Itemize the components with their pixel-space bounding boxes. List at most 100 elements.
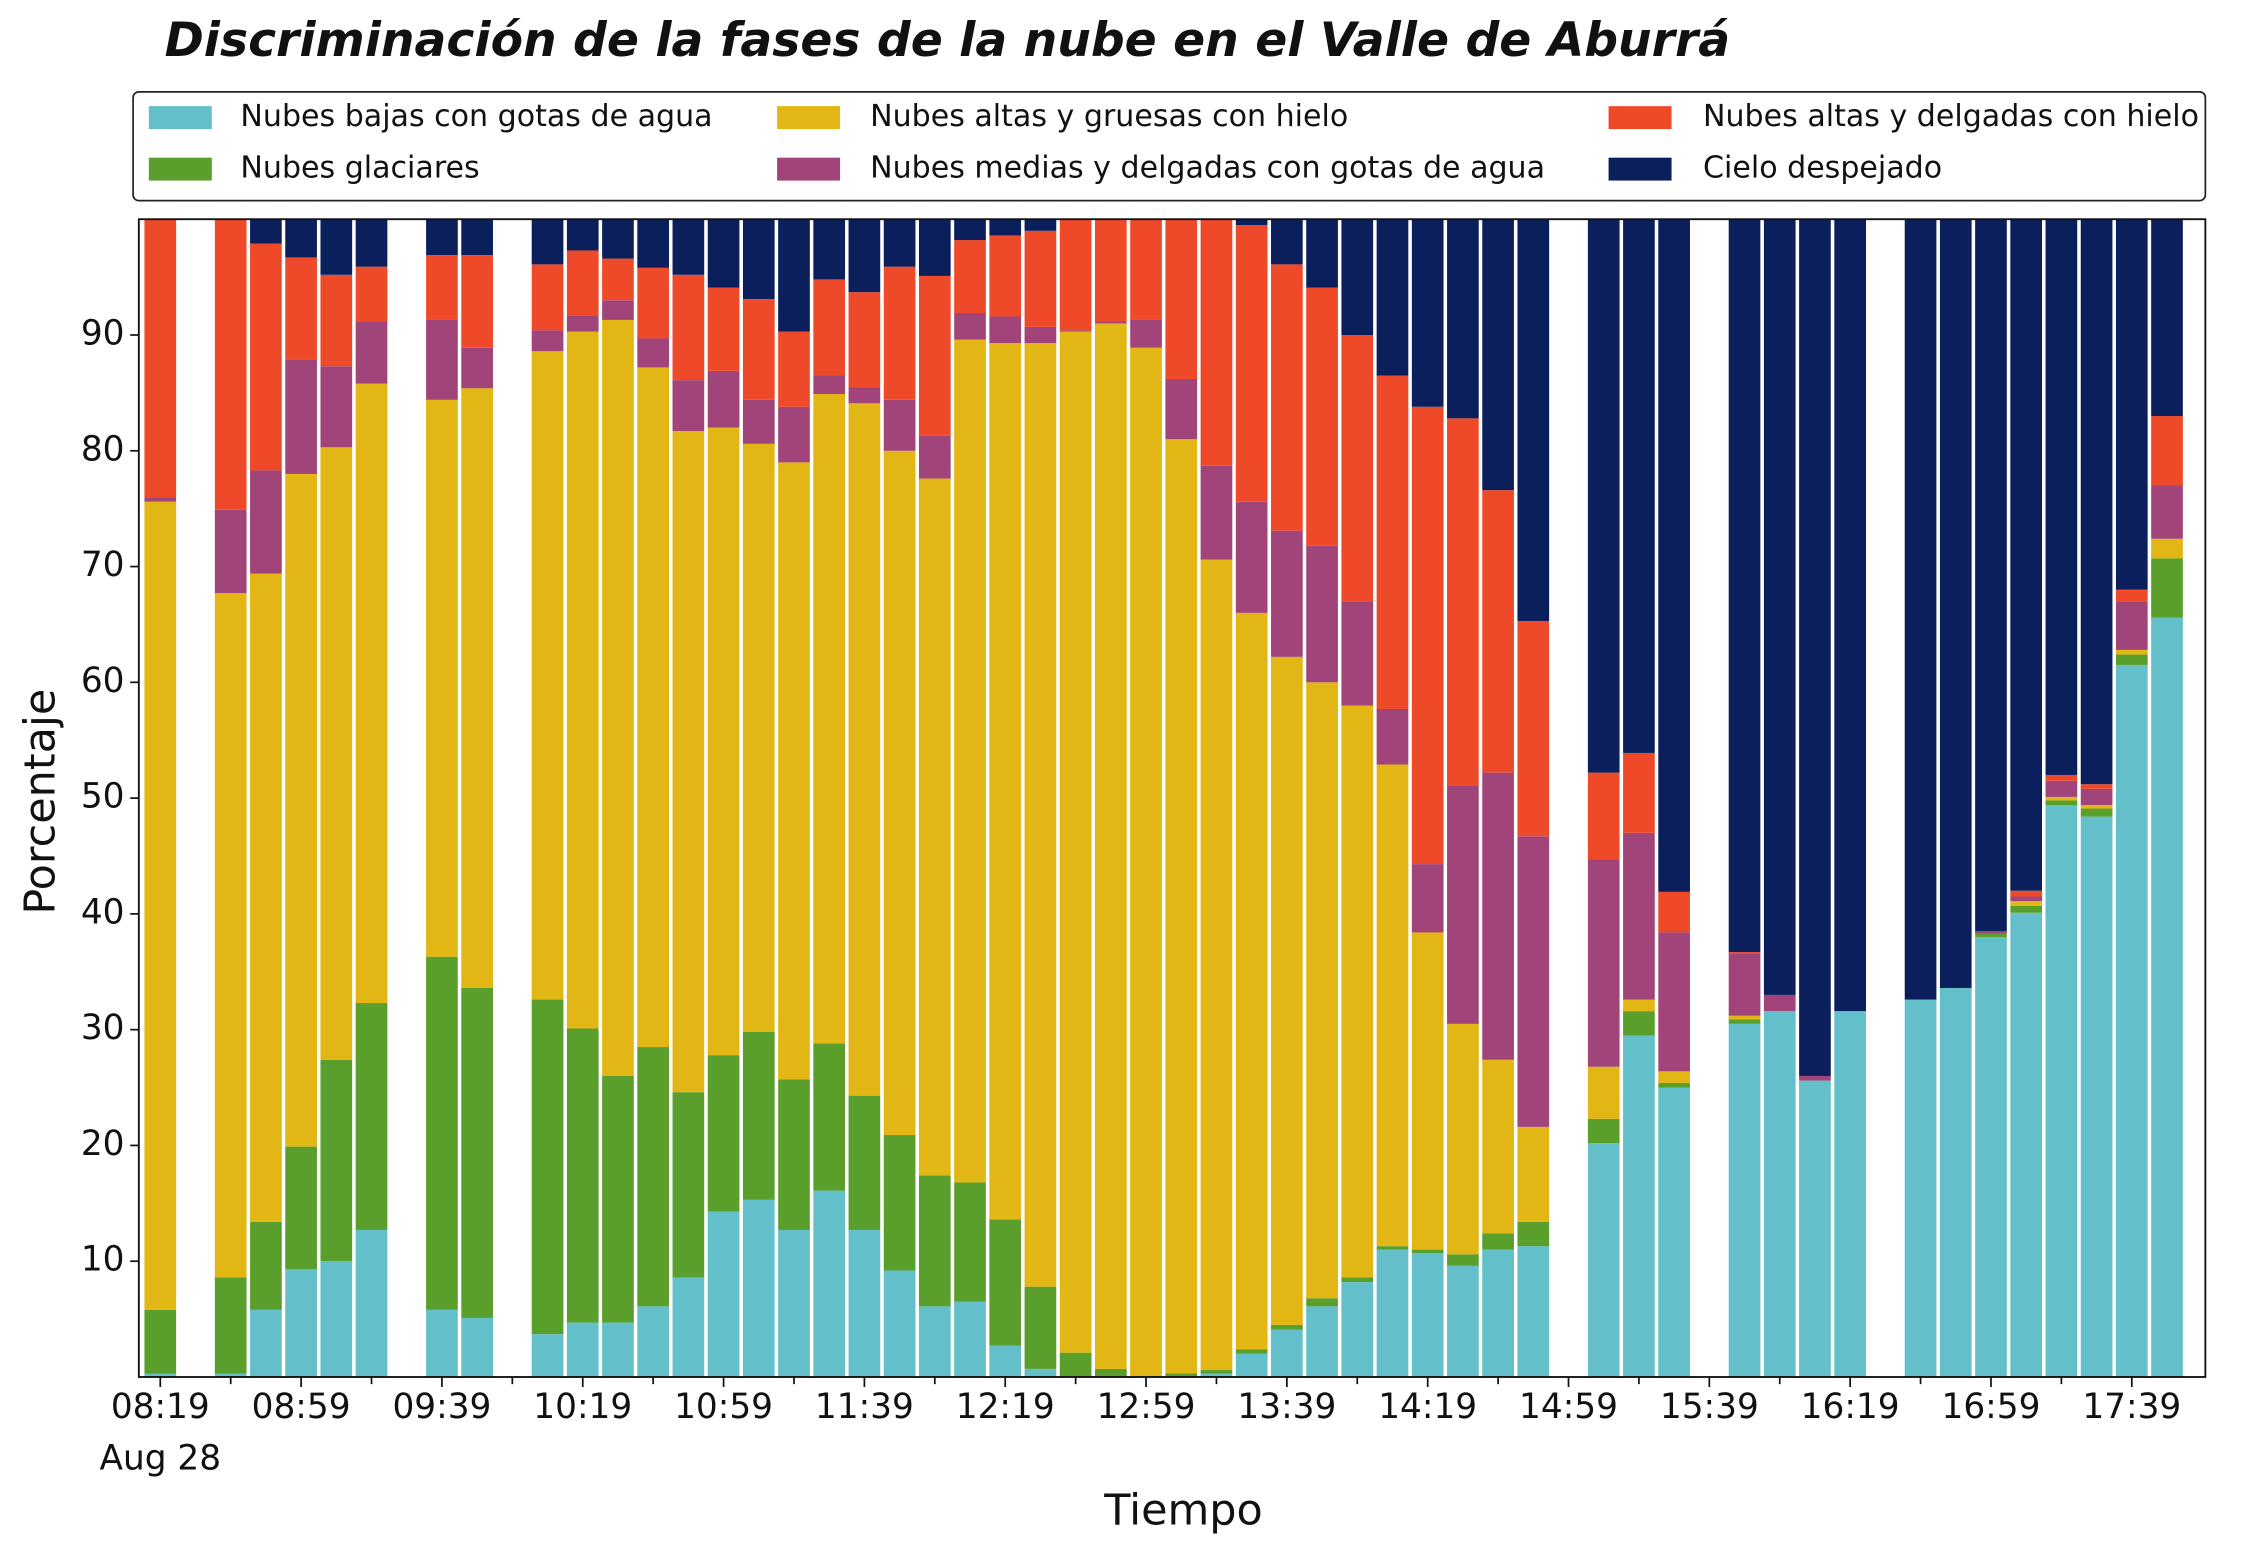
bar-segment — [1411, 1253, 1444, 1377]
x-tick-label: 08:59 — [252, 1387, 351, 1427]
bar-segment — [2080, 808, 2113, 817]
x-tick-label: 16:19 — [1801, 1387, 1900, 1427]
bar-segment — [285, 219, 317, 258]
bar-segment — [1447, 1265, 1479, 1377]
bar-segment — [672, 380, 705, 432]
bar-segment — [2151, 558, 2183, 618]
x-tick-label: 11:39 — [815, 1387, 914, 1427]
bar-segment — [566, 315, 599, 332]
bar-segment — [1130, 347, 1162, 1377]
bar-segment — [2115, 219, 2148, 590]
bar-segment — [250, 1221, 282, 1310]
bar-segment — [1235, 612, 1268, 1350]
bar-segment — [1024, 230, 1057, 327]
bar-segment — [1271, 530, 1303, 657]
bar-segment — [531, 264, 564, 331]
bar-segment — [1306, 219, 1338, 288]
bar-segment — [426, 219, 458, 256]
bar-segment — [2115, 664, 2148, 1377]
bar-segment — [742, 1199, 775, 1377]
bar-segment — [1799, 1075, 1831, 1081]
bar-segment — [742, 443, 775, 1032]
bar-segment — [1306, 682, 1338, 1299]
bar-segment — [531, 351, 564, 1000]
bar-segment — [1517, 219, 1550, 621]
bar-segment — [1728, 952, 1761, 954]
bar-segment — [883, 1135, 916, 1271]
bar-segment — [566, 1322, 599, 1377]
bar-segment — [1200, 465, 1233, 560]
x-tick-label: 16:59 — [1942, 1387, 2041, 1427]
bar-segment — [1658, 891, 1690, 933]
bar-segment — [461, 388, 493, 988]
bar-segment — [918, 478, 951, 1176]
bar-segment — [1059, 331, 1092, 1353]
bar-segment — [1447, 418, 1479, 786]
bar-segment — [214, 1373, 247, 1377]
y-tick-label: 90 — [81, 313, 125, 353]
bar-segment — [2080, 784, 2113, 789]
bar-segment — [954, 1301, 986, 1377]
bar-segment — [918, 275, 951, 436]
bar-segment — [426, 319, 458, 400]
bar-segment — [2010, 901, 2043, 906]
bar-segment — [813, 1190, 846, 1377]
bar-segment — [1271, 264, 1303, 531]
bar-segment — [144, 1309, 177, 1374]
bar-segment — [1235, 501, 1268, 613]
bar-segment — [1235, 1349, 1268, 1354]
bar-segment — [1763, 994, 1796, 1012]
bar-segment — [989, 316, 1022, 344]
bar-segment — [1517, 620, 1550, 837]
bar-segment — [1200, 1370, 1233, 1374]
bar-segment — [1447, 219, 1479, 419]
bar-segment — [954, 240, 986, 313]
bar-segment — [672, 219, 705, 275]
bar-segment — [1623, 1011, 1655, 1036]
bar-segment — [1939, 987, 1972, 1377]
plot-frame — [137, 218, 2207, 1378]
bar-segment — [1411, 932, 1444, 1250]
bar-segment — [954, 312, 986, 340]
bar-segment — [918, 219, 951, 276]
bar-segment — [1024, 1368, 1057, 1377]
bar-segment — [1200, 1373, 1233, 1377]
bar-segment — [954, 1182, 986, 1302]
bar-segment — [1306, 287, 1338, 546]
bar-segment — [1271, 219, 1303, 265]
bar-segment — [1587, 1118, 1620, 1144]
bar-segment — [320, 1261, 353, 1377]
bar-segment — [1411, 1249, 1444, 1254]
legend-label: Cielo despejado — [1703, 151, 1942, 186]
bar-segment — [1658, 219, 1690, 892]
bar-segment — [637, 1306, 670, 1377]
bar-segment — [320, 447, 353, 1060]
bar-segment — [1059, 330, 1092, 332]
bar-segment — [1728, 219, 1761, 953]
bar-segment — [2045, 800, 2078, 806]
bar-segment — [250, 470, 282, 574]
bar-segment — [778, 219, 810, 332]
bar-segment — [2010, 890, 2043, 897]
bar-segment — [1904, 219, 1937, 1000]
bar-segment — [566, 250, 599, 316]
y-axis-label: Porcentaje — [15, 689, 65, 915]
legend-label: Nubes altas y gruesas con hielo — [870, 99, 1348, 134]
bar-segment — [461, 987, 493, 1318]
bar-segment — [144, 1373, 177, 1377]
bar-segment — [1658, 932, 1690, 1072]
bar-segment — [918, 1306, 951, 1377]
bar-segment — [426, 255, 458, 320]
bar-segment — [602, 300, 634, 320]
bar-segment — [1235, 219, 1268, 226]
y-tick-label: 30 — [81, 1008, 125, 1048]
bar-segment — [531, 330, 564, 352]
bar-segment — [1728, 1023, 1761, 1377]
y-tick-label: 40 — [81, 892, 125, 932]
bar-segment — [461, 255, 493, 348]
legend-box — [132, 90, 2207, 202]
bar-segment — [672, 1092, 705, 1278]
bar-segment — [2115, 654, 2148, 665]
bar-segment — [214, 1277, 247, 1374]
bar-segment — [1482, 219, 1514, 491]
